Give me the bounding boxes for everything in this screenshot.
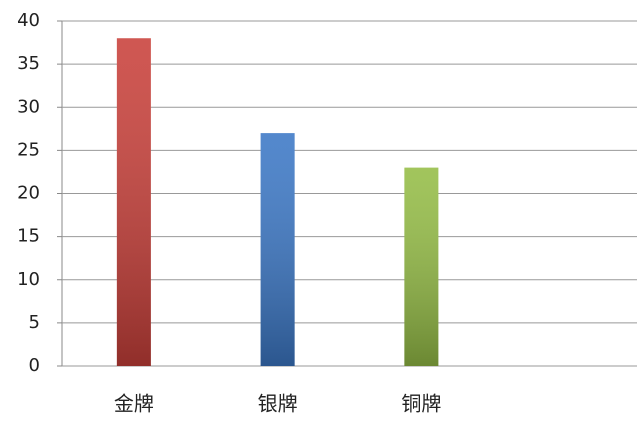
- y-tick-label: 5: [29, 312, 40, 333]
- y-tick-label: 40: [17, 10, 40, 31]
- y-tick-label: 10: [17, 269, 40, 290]
- x-tick-label: 银牌: [258, 392, 298, 416]
- y-tick-label: 30: [17, 96, 40, 117]
- bar-shade: [116, 38, 151, 366]
- y-tick-label: 0: [29, 355, 40, 376]
- y-tick-label: 25: [17, 139, 40, 160]
- bar-shade: [260, 133, 295, 366]
- y-tick-label: 15: [17, 226, 40, 247]
- bar-shade: [404, 167, 439, 366]
- y-tick-label: 35: [17, 53, 40, 74]
- x-tick-label: 金牌: [114, 392, 154, 416]
- y-tick-label: 20: [17, 183, 40, 204]
- x-tick-label: 铜牌: [401, 392, 441, 416]
